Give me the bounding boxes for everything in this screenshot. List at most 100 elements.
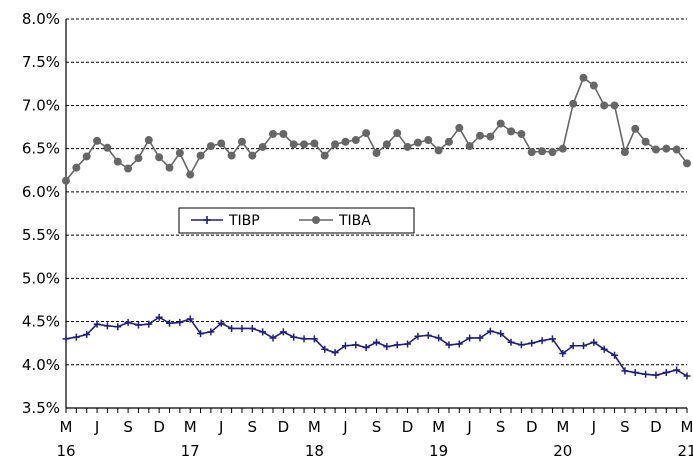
data-point-tibp [300,335,308,343]
data-point-tibp [62,335,70,343]
series-line-tibp [65,316,688,377]
data-point-tiba [72,163,81,172]
x-year-label: 18 [305,442,324,460]
data-point-tibp [207,328,215,336]
x-month-label: J [94,418,99,436]
data-point-tibp [373,338,380,346]
data-point-tiba [331,140,340,149]
x-year-label: 16 [56,442,75,460]
data-point-tiba [113,157,122,166]
data-point-tiba [165,163,174,172]
y-tick-label: 4.5% [22,313,60,331]
data-point-tibp [673,366,681,374]
data-point-tibp [600,345,608,353]
data-point-tibp [155,313,163,321]
data-point-tibp [352,341,360,349]
x-month-label: M [681,418,693,436]
data-point-tiba [507,127,516,136]
data-point-tiba [486,132,495,141]
x-month-label: D [650,418,662,436]
data-point-tiba [237,137,246,146]
series [62,73,691,380]
data-point-tibp [166,319,173,327]
data-point-tiba [651,145,660,154]
data-point-tibp [83,331,91,339]
data-point-tibp [662,369,670,377]
data-point-tiba [672,145,681,154]
x-month-label: D [402,418,414,436]
y-tick-label: 7.5% [22,53,60,71]
data-point-tiba [538,147,547,156]
data-point-tibp [528,339,536,347]
data-point-tibp [217,319,225,327]
data-point-tibp [621,367,629,375]
data-point-tiba [548,148,557,157]
data-point-tibp [186,315,194,323]
data-point-tiba [413,138,422,147]
data-point-tibp [134,321,142,329]
data-point-tibp [114,323,122,331]
data-point-tibp [559,350,567,358]
y-tick-label: 5.0% [22,269,60,287]
data-point-tiba [310,139,319,148]
data-point-tiba [351,136,360,145]
x-year-label: 21 [677,442,693,460]
data-point-tiba [579,73,588,82]
data-point-tibp [455,340,463,348]
data-point-tibp [517,341,525,349]
x-month-label: J [466,418,471,436]
data-point-tiba [341,137,350,146]
data-point-tiba [103,143,112,152]
data-point-tibp [331,349,339,357]
x-month-label: M [432,418,445,436]
data-point-tibp [476,334,484,342]
data-point-tibp [393,341,401,349]
data-point-tiba [434,146,443,155]
data-point-tibp [269,334,277,342]
data-point-tiba [558,144,567,153]
data-point-tibp [176,318,184,326]
x-month-label: J [342,418,347,436]
data-point-tibp [414,332,422,340]
data-point-tiba [269,129,277,138]
data-point-tiba [465,142,474,151]
data-point-tiba [227,151,236,160]
data-point-tibp [404,340,412,348]
data-point-tiba [300,140,309,149]
data-point-tibp [590,338,598,346]
data-point-tibp [580,342,587,350]
y-tick-label: 5.5% [22,226,60,244]
data-point-tibp [279,328,287,336]
data-point-tiba [362,129,371,138]
data-point-tiba [683,159,691,168]
x-month-label: S [496,418,506,436]
data-point-tiba [589,81,598,90]
data-point-tiba [134,154,143,163]
data-point-tiba [82,152,91,161]
data-point-tibp [72,333,80,341]
data-point-tibp [310,335,318,343]
data-point-tibp [683,372,691,380]
data-point-tiba [124,164,133,173]
x-year-label: 20 [553,442,572,460]
data-point-tibp [145,320,153,328]
data-point-tibp [238,324,246,332]
data-point-tiba [93,136,102,145]
data-point-tiba [631,124,640,133]
data-point-tiba [600,101,609,110]
data-point-tibp [497,330,505,338]
data-point-tiba [641,137,650,146]
legend-tibp-label: TIBP [228,213,260,229]
x-month-label: D [526,418,538,436]
x-month-label: M [556,418,569,436]
grid-lines [66,18,687,366]
data-point-tibp [103,322,111,330]
data-point-tiba [289,140,298,149]
data-point-tibp [197,330,205,338]
data-point-tibp [611,351,619,359]
data-point-tiba [258,142,267,151]
y-tick-labels: 8.0% 7.5% 7.0% 6.5% 6.0% 5.5% 5.0% 4.5% 4.0% 3.5% [22,10,60,417]
y-tick-label: 6.0% [22,183,60,201]
data-point-tibp [652,371,660,379]
data-point-tibp [642,370,650,378]
